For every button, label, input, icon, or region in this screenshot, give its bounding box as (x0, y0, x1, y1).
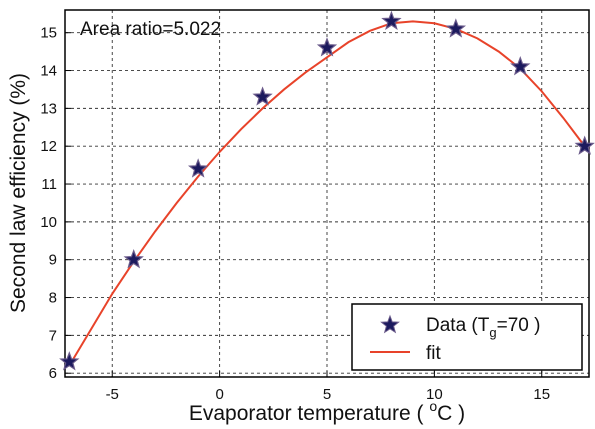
legend: Data (Tg=70 ) fit (351, 303, 583, 371)
y-tick-label: 12 (40, 138, 57, 155)
y-tick-label: 15 (40, 25, 57, 42)
legend-label-data: Data (Tg=70 ) (426, 315, 540, 340)
legend-star-icon (380, 314, 400, 334)
y-tick-label: 6 (49, 365, 57, 382)
y-tick-label: 14 (40, 63, 57, 80)
series-layer (59, 10, 595, 371)
data-point-star (252, 86, 273, 106)
data-point-star (187, 158, 209, 178)
x-axis-label-prefix: Evaporator temperature ( (189, 402, 429, 425)
data-point-star (574, 135, 595, 155)
data-point-star (381, 10, 402, 31)
data-point-star (123, 249, 144, 269)
y-tick-label: 10 (40, 214, 57, 231)
x-axis-label: Evaporator temperature ( oC ) (189, 398, 465, 425)
data-point-star (316, 37, 338, 57)
y-axis-label: Second law efficiency (%) (7, 73, 30, 313)
y-tick-label: 13 (40, 100, 57, 117)
y-tick-label: 8 (49, 290, 57, 307)
legend-box (351, 303, 583, 371)
x-tick-label: 0 (215, 386, 223, 403)
data-point-star (510, 56, 531, 76)
x-tick-label: -5 (106, 386, 119, 403)
data-point-star (59, 351, 80, 371)
y-tick-label: 7 (49, 327, 57, 344)
x-tick-label: 10 (426, 386, 443, 403)
annotation-area-ratio: Area ratio=5.022 (80, 19, 221, 40)
y-tick-label: 9 (49, 252, 57, 269)
grid-layer (65, 10, 589, 377)
fit-line (68, 20, 586, 367)
ticks-layer: -5 0 5 10 15 6 7 8 9 10 11 12 13 14 15 (40, 25, 550, 403)
data-point-star (445, 18, 467, 38)
y-tick-label: 11 (41, 176, 57, 193)
legend-label-fit: fit (426, 343, 442, 364)
x-tick-label: 5 (323, 386, 331, 403)
x-tick-label: 15 (533, 386, 550, 403)
x-axis-label-degree: o (429, 398, 437, 414)
x-axis-label-unit: C ) (437, 402, 465, 425)
